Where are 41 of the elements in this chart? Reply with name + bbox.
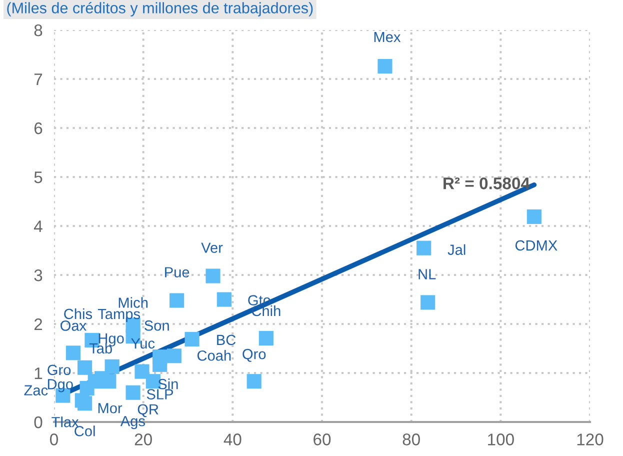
annotation: SLP xyxy=(146,389,174,400)
x-tick-label: 60 xyxy=(314,434,331,446)
y-tick-label: 0 xyxy=(34,416,42,428)
annotation: NL xyxy=(418,269,436,280)
annotation: Gro xyxy=(48,364,71,376)
y-tick-label: 3 xyxy=(34,269,42,282)
annotation: Son xyxy=(144,320,169,331)
annotation: Mich xyxy=(118,297,148,308)
annotation: Col xyxy=(74,426,95,436)
annotation: Mex xyxy=(374,32,401,42)
annotation: CDMX xyxy=(515,240,558,251)
annotation: Coah xyxy=(197,350,231,361)
annotation: Chis xyxy=(64,308,92,320)
annotation: R² = 0.5804 xyxy=(444,178,530,190)
y-tick-label: 4 xyxy=(34,220,42,232)
x-tick-label: 0 xyxy=(50,434,58,446)
annotation: BC xyxy=(217,334,236,346)
chart-title: (Miles de créditos y millones de trabajadores) xyxy=(7,2,313,16)
y-tick-label: 8 xyxy=(34,24,42,36)
y-tick-label: 2 xyxy=(34,318,42,330)
annotation: Yuc xyxy=(131,338,155,349)
x-tick-label: 80 xyxy=(402,434,420,446)
annotation: Tamps xyxy=(98,308,140,322)
annotation: QR xyxy=(138,404,158,418)
annotation: Zac xyxy=(24,385,48,396)
annotation: Pue xyxy=(165,267,190,278)
y-tick-label: 6 xyxy=(34,122,42,134)
x-tick-label: 40 xyxy=(224,434,242,446)
annotation: Jal xyxy=(448,244,466,255)
y-tick-label: 1 xyxy=(34,368,42,380)
annotation: Ags xyxy=(120,416,145,430)
x-tick-label: 120 xyxy=(577,434,604,446)
annotation: Oax xyxy=(60,320,86,331)
annotation: Qro xyxy=(242,348,266,362)
annotation: Ver xyxy=(201,242,223,253)
y-tick-label: 7 xyxy=(34,74,42,86)
y-tick-label: 5 xyxy=(34,172,42,184)
x-tick-label: 20 xyxy=(134,434,152,446)
annotation: Mor xyxy=(98,403,122,414)
annotation: Tlax xyxy=(52,416,79,428)
x-tick-label: 100 xyxy=(488,434,514,446)
